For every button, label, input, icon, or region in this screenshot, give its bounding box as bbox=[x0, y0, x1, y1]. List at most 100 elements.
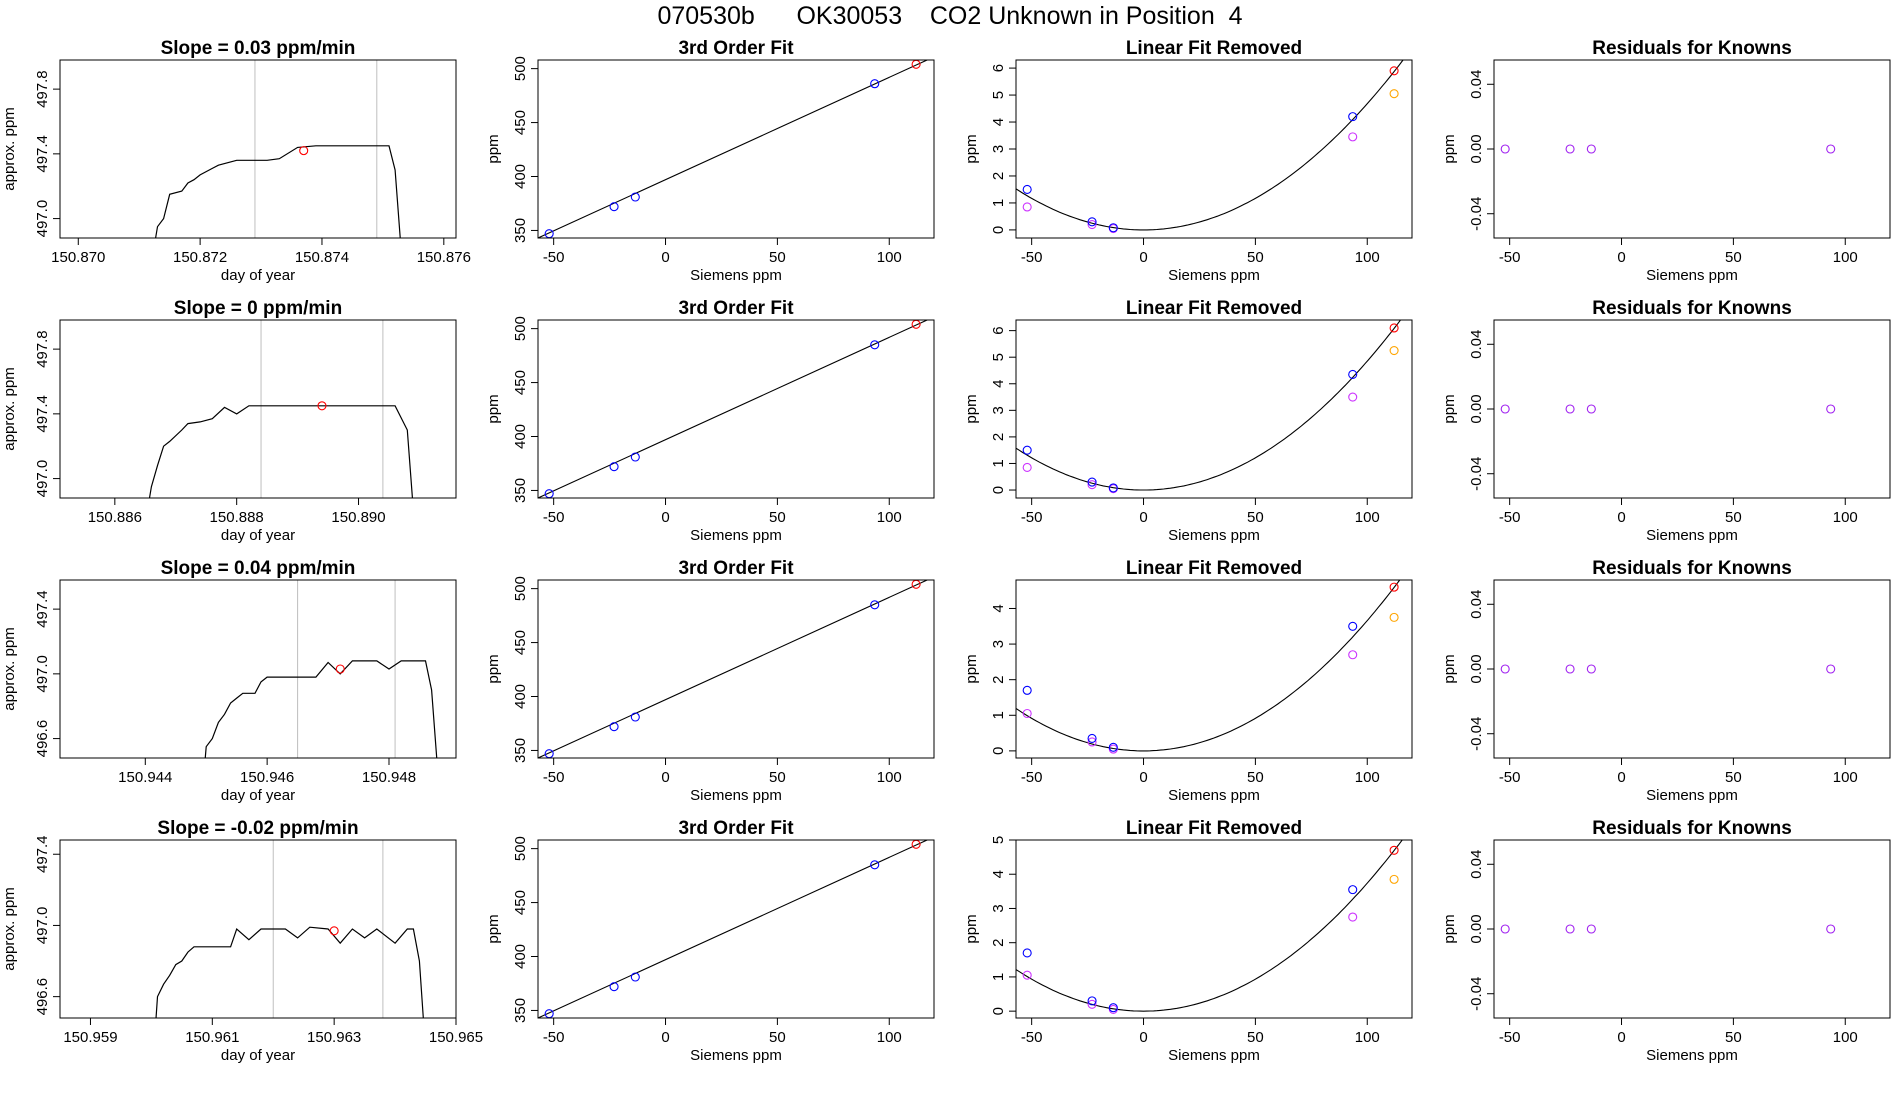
linear-removed-r3-known-point bbox=[1087, 733, 1097, 743]
residuals-r4-ylabel: ppm bbox=[1441, 914, 1458, 943]
fit-r3-ytick-label: 350 bbox=[512, 738, 529, 763]
fit-r4-ytick-label: 400 bbox=[512, 944, 529, 969]
linear-removed-r2-ytick-label: 1 bbox=[990, 459, 1007, 467]
linear-removed-r2-ytick-label: 5 bbox=[990, 353, 1007, 361]
fit-r4-ytick-label: 500 bbox=[512, 836, 529, 861]
residuals-r1-residual-point bbox=[1586, 144, 1596, 154]
fit-r1-xtick-label: -50 bbox=[543, 249, 565, 266]
linear-removed-r4-ytick-label: 4 bbox=[990, 870, 1007, 878]
linear-removed-r4-known-point bbox=[1348, 885, 1358, 895]
residuals-r2-plot-area bbox=[1500, 404, 1836, 414]
linear-removed-r2-curve bbox=[1016, 320, 1402, 491]
linear-removed-r3-known-linear-point bbox=[1348, 650, 1358, 660]
linear-removed-r2-ytick-label: 3 bbox=[990, 406, 1007, 414]
linear-removed-r4-unknown-point bbox=[1389, 845, 1399, 855]
timeseries-r1-panel: Slope = 0.03 ppm/min 150.870 150.872 150.87… bbox=[1, 38, 471, 284]
fit-r2-panel: 3rd Order Fit -50 0 50 100 350 400 450 500 Siemen… bbox=[485, 298, 935, 544]
residuals-r4-residual-point bbox=[1500, 924, 1510, 934]
timeseries-r2-trace bbox=[148, 405, 414, 498]
fit-r3-ytick-label: 450 bbox=[512, 630, 529, 655]
residuals-r3-xlabel: Siemens ppm bbox=[1646, 787, 1738, 804]
linear-removed-r3-xtick-label: 50 bbox=[1247, 769, 1264, 786]
fit-r3-ylabel: ppm bbox=[485, 654, 502, 683]
linear-removed-r1-unknown-linear-point bbox=[1389, 89, 1399, 99]
residuals-r2-xtick-label: -50 bbox=[1499, 509, 1521, 526]
timeseries-r4-ytick-label: 497.0 bbox=[34, 907, 51, 945]
linear-removed-r2-xlabel: Siemens ppm bbox=[1168, 527, 1260, 544]
linear-removed-r3-title: Linear Fit Removed bbox=[1126, 558, 1302, 579]
residuals-r2-ytick-label: 0.04 bbox=[1468, 330, 1485, 359]
linear-removed-r3-known-point bbox=[1348, 621, 1358, 631]
residuals-r2-residual-point bbox=[1565, 404, 1575, 414]
linear-removed-r1-known-linear-point bbox=[1348, 132, 1358, 142]
residuals-r3-plot-area bbox=[1500, 664, 1836, 674]
timeseries-r1-ytick-label: 497.4 bbox=[34, 135, 51, 173]
timeseries-r3-plot-area bbox=[204, 580, 438, 758]
fit-r4-xtick-label: 0 bbox=[661, 1029, 669, 1046]
linear-removed-r1-ytick-label: 1 bbox=[990, 199, 1007, 207]
residuals-r1-residual-point bbox=[1565, 144, 1575, 154]
linear-removed-r1-ytick-label: 3 bbox=[990, 145, 1007, 153]
fit-r2-frame bbox=[537, 319, 935, 499]
residuals-r2-xlabel: Siemens ppm bbox=[1646, 527, 1738, 544]
residuals-r2-ytick-label: 0.00 bbox=[1468, 394, 1485, 423]
residuals-r1-title: Residuals for Knowns bbox=[1592, 38, 1792, 59]
fit-r4-known-point bbox=[630, 972, 640, 982]
fit-r4-ytick-label: 450 bbox=[512, 890, 529, 915]
timeseries-r1-ytick-label: 497.0 bbox=[34, 200, 51, 238]
residuals-r3-residual-point bbox=[1500, 664, 1510, 674]
residuals-r2-residual-point bbox=[1500, 404, 1510, 414]
timeseries-r2-frame bbox=[59, 319, 457, 499]
linear-removed-r1-xtick-label: -50 bbox=[1021, 249, 1043, 266]
timeseries-r2-xtick-label: 150.888 bbox=[210, 509, 264, 526]
fit-r4-known-point bbox=[609, 982, 619, 992]
linear-removed-r1-ytick-label: 4 bbox=[990, 118, 1007, 126]
timeseries-r3-ytick-label: 497.4 bbox=[34, 590, 51, 628]
linear-removed-r2-xtick-label: 100 bbox=[1355, 509, 1380, 526]
fit-r3-panel: 3rd Order Fit -50 0 50 100 350 400 450 500 Siemen… bbox=[485, 558, 935, 804]
linear-removed-r4-known-linear-point bbox=[1022, 970, 1032, 980]
linear-removed-r1-known-point bbox=[1348, 112, 1358, 122]
linear-removed-r2-known-point bbox=[1108, 483, 1118, 493]
residuals-r1-xlabel: Siemens ppm bbox=[1646, 267, 1738, 284]
fit-r1-frame bbox=[537, 59, 935, 239]
residuals-r4-xtick-label: 0 bbox=[1617, 1029, 1625, 1046]
timeseries-r4-trace bbox=[155, 926, 424, 1018]
residuals-r4-xtick-label: 100 bbox=[1833, 1029, 1858, 1046]
residuals-r4-residual-point bbox=[1826, 924, 1836, 934]
residuals-r1-ytick-label: 0.04 bbox=[1468, 70, 1485, 99]
linear-removed-r1-ytick-label: 6 bbox=[990, 64, 1007, 72]
residuals-r1-residual-point bbox=[1826, 144, 1836, 154]
timeseries-r3-ylabel: approx. ppm bbox=[1, 627, 18, 710]
residuals-r1-plot-area bbox=[1500, 144, 1836, 154]
residuals-r1-xtick-label: -50 bbox=[1499, 249, 1521, 266]
timeseries-r1-trace bbox=[154, 145, 401, 238]
fit-r4-panel: 3rd Order Fit -50 0 50 100 350 400 450 500 Siemen… bbox=[485, 818, 935, 1064]
linear-removed-r2-xtick-label: 0 bbox=[1139, 509, 1147, 526]
linear-removed-r4-xtick-label: 0 bbox=[1139, 1029, 1147, 1046]
residuals-r3-xtick-label: 100 bbox=[1833, 769, 1858, 786]
linear-removed-r2-known-linear-point bbox=[1022, 462, 1032, 472]
residuals-r4-ytick-label: -0.04 bbox=[1468, 977, 1485, 1011]
residuals-r2-panel: Residuals for Knowns -50 0 50 100 -0.04 0.00 0.… bbox=[1441, 298, 1891, 544]
residuals-r3-ytick-label: 0.00 bbox=[1468, 654, 1485, 683]
residuals-r3-ylabel: ppm bbox=[1441, 654, 1458, 683]
linear-removed-r2-known-point bbox=[1348, 369, 1358, 380]
linear-removed-r1-known-point bbox=[1022, 184, 1032, 195]
residuals-r3-residual-point bbox=[1565, 664, 1575, 674]
linear-removed-r4-ytick-label: 3 bbox=[990, 904, 1007, 912]
linear-removed-r3-ytick-label: 1 bbox=[990, 711, 1007, 719]
timeseries-r2-xlabel: day of year bbox=[221, 527, 295, 544]
residuals-r4-xtick-label: -50 bbox=[1499, 1029, 1521, 1046]
linear-removed-r3-xtick-label: -50 bbox=[1021, 769, 1043, 786]
linear-removed-r3-ytick-label: 4 bbox=[990, 604, 1007, 612]
timeseries-r4-panel: Slope = -0.02 ppm/min 150.959 150.961 150.9… bbox=[1, 818, 483, 1064]
linear-removed-r4-ytick-label: 5 bbox=[990, 836, 1007, 844]
residuals-r2-xtick-label: 0 bbox=[1617, 509, 1625, 526]
linear-removed-r2-known-point bbox=[1022, 445, 1032, 455]
timeseries-r2-xtick-label: 150.886 bbox=[88, 509, 142, 526]
residuals-r1-xtick-label: 0 bbox=[1617, 249, 1625, 266]
linear-removed-r2-ytick-label: 2 bbox=[990, 433, 1007, 441]
timeseries-r1-xtick-label: 150.870 bbox=[51, 249, 105, 266]
